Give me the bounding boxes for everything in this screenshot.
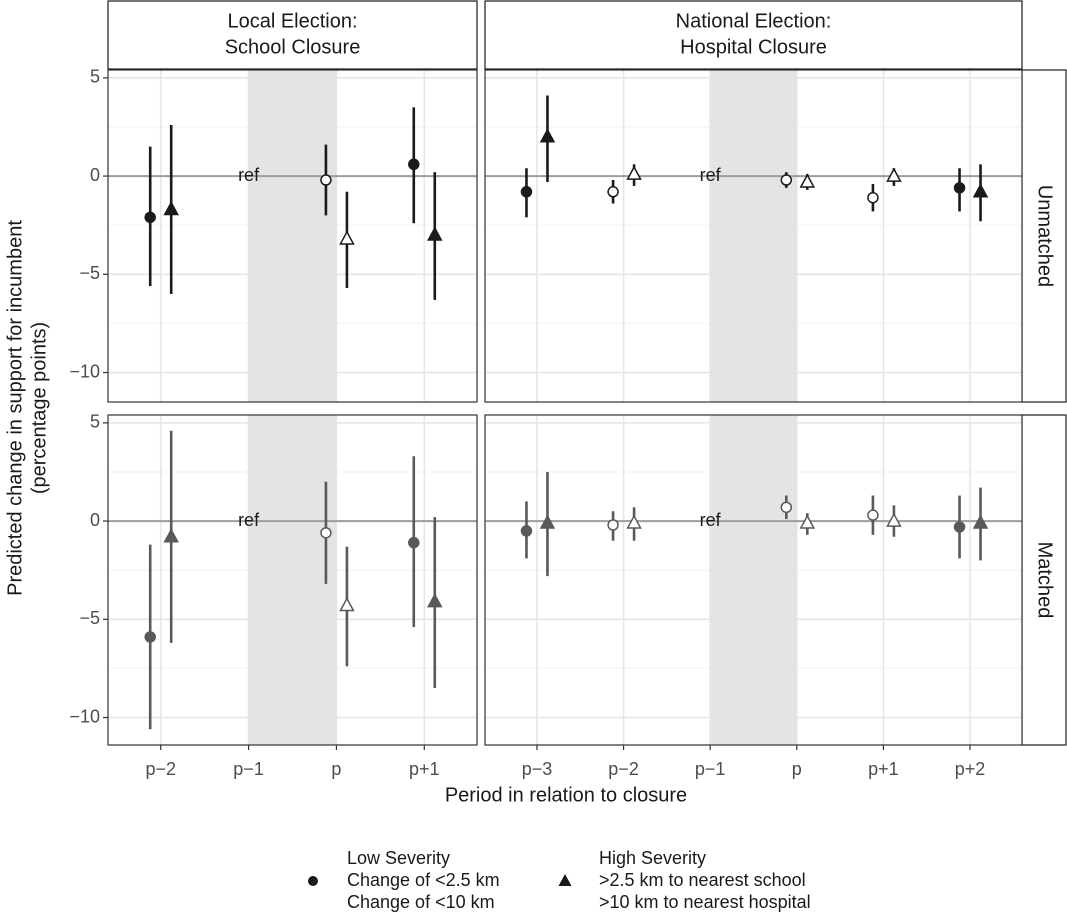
point [972, 514, 989, 529]
reference-shading [710, 70, 797, 402]
y-axis-title-line: (percentage points) [28, 322, 50, 494]
panel-border [484, 69, 1023, 403]
point [799, 173, 816, 188]
point [427, 593, 443, 608]
point [144, 631, 156, 643]
point [163, 200, 179, 216]
point [953, 182, 966, 194]
y-axis-title-line: Predicted change in support for incumben… [4, 220, 26, 596]
reference-label: ref [238, 510, 260, 530]
point [886, 512, 902, 527]
point [320, 174, 332, 186]
x-tick-label: p [792, 759, 802, 779]
point [886, 167, 902, 182]
legend-label: Low Severity [347, 848, 450, 868]
point [799, 514, 816, 529]
panel-border [484, 414, 1023, 746]
point [339, 596, 355, 612]
point [626, 514, 642, 529]
y-tick-label: 5 [90, 67, 100, 87]
row-strip-label: Matched [1034, 542, 1056, 619]
point [780, 501, 793, 514]
strip-background [1021, 69, 1067, 403]
legend-key [308, 876, 318, 886]
row-strip-label: Unmatched [1034, 185, 1056, 287]
point [520, 525, 533, 537]
legend-key [558, 874, 572, 886]
point [520, 186, 533, 198]
legend-label: Change of <10 km [347, 892, 495, 912]
panel-border [107, 414, 478, 746]
point [626, 165, 642, 180]
x-tick-label: p−2 [145, 759, 176, 779]
column-strip-label: School Closure [225, 36, 361, 58]
point [780, 174, 793, 186]
point [867, 509, 879, 521]
column-strip-label: Local Election: [227, 10, 357, 32]
x-tick-label: p−1 [233, 759, 264, 779]
legend-label: >10 km to nearest hospital [599, 892, 811, 912]
x-tick-label: p−2 [608, 759, 639, 779]
column-strip-label: National Election: [676, 10, 832, 32]
x-tick-label: p+1 [868, 759, 899, 779]
y-tick-label: −10 [69, 361, 100, 381]
point [163, 528, 179, 543]
point [607, 519, 619, 531]
strip-background [107, 0, 478, 70]
point [144, 211, 156, 224]
x-tick-label: p−3 [522, 759, 553, 779]
point [408, 536, 420, 549]
point [320, 527, 332, 539]
reference-shading [248, 70, 337, 402]
y-tick-label: −10 [69, 706, 100, 726]
y-axis-title: Predicted change in support for incumben… [4, 220, 50, 596]
strip-background [484, 0, 1023, 70]
strip-background [1021, 414, 1067, 746]
point [427, 226, 443, 241]
legend-label: Change of <2.5 km [347, 870, 500, 890]
point [339, 230, 355, 245]
point [408, 158, 420, 171]
x-axis-title: Period in relation to closure [445, 784, 687, 806]
reference-label: ref [700, 510, 722, 530]
x-tick-label: p [331, 759, 341, 779]
point [539, 128, 556, 143]
panel-border [107, 69, 478, 403]
point [972, 183, 989, 198]
y-tick-label: 0 [90, 510, 100, 530]
reference-label: ref [238, 165, 260, 185]
y-tick-label: 5 [90, 412, 100, 432]
column-strip-label: Hospital Closure [680, 36, 827, 58]
reference-shading [710, 415, 797, 745]
x-tick-label: p+1 [409, 759, 440, 779]
x-tick-label: p+2 [955, 759, 986, 779]
legend-label: >2.5 km to nearest school [599, 870, 806, 890]
y-tick-label: 0 [90, 165, 100, 185]
reference-label: ref [700, 165, 722, 185]
point [867, 191, 879, 204]
legend-label: High Severity [599, 848, 706, 868]
point [539, 514, 556, 529]
point [607, 186, 619, 198]
y-tick-label: −5 [79, 263, 100, 283]
point [953, 521, 966, 533]
y-tick-label: −5 [79, 608, 100, 628]
x-tick-label: p−1 [695, 759, 726, 779]
reference-shading [248, 415, 337, 745]
